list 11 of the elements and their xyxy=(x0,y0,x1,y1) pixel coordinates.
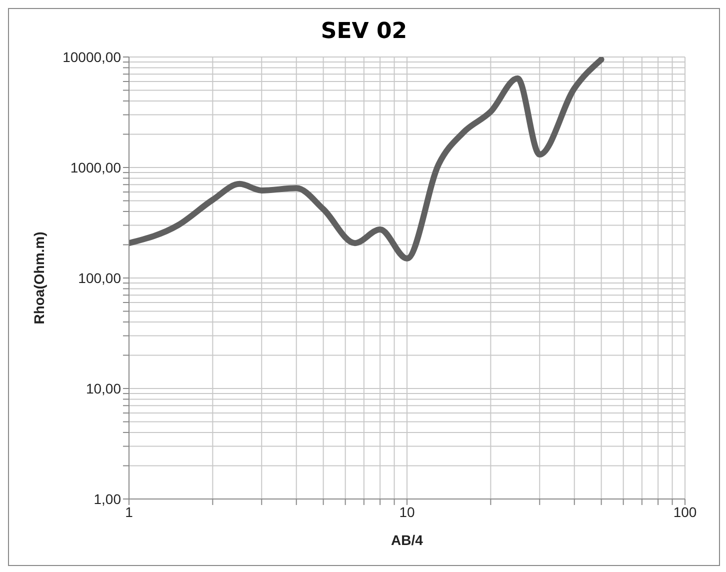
x-axis-title: AB/4 xyxy=(391,532,424,548)
x-tick-label: 1 xyxy=(125,504,134,520)
chart-title: SEV 02 xyxy=(320,19,408,44)
y-tick-label: 10,00 xyxy=(86,380,122,396)
y-tick-label: 10000,00 xyxy=(62,48,122,65)
y-axis-title: Rhoa(Ohm.m) xyxy=(30,232,47,324)
x-tick-label: 100 xyxy=(673,504,697,520)
y-tick-label: 1,00 xyxy=(94,490,122,507)
x-tick-label: 10 xyxy=(399,504,415,520)
y-tick-label: 1000,00 xyxy=(70,159,122,176)
y-tick-label: 100,00 xyxy=(78,270,122,286)
